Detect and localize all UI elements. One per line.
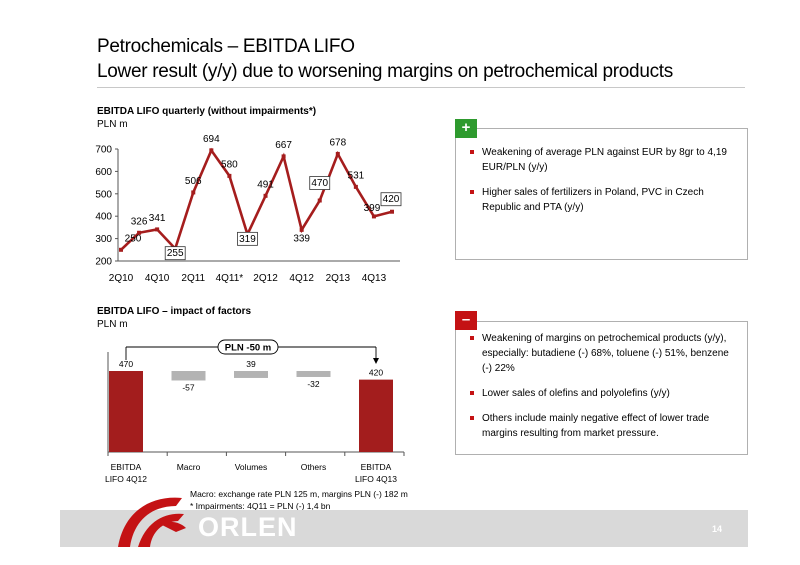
positive-factors-list: Weakening of average PLN against EUR by … [468, 145, 738, 225]
category-label: LIFO 4Q13 [355, 474, 397, 484]
data-point [155, 227, 160, 232]
annotation-label: PLN -50 m [225, 343, 271, 354]
data-point [227, 173, 232, 178]
list-item: Higher sales of fertilizers in Poland, P… [468, 185, 738, 215]
data-label: 470 [311, 178, 328, 189]
line-chart-title: EBITDA LIFO quarterly (without impairmen… [97, 106, 317, 117]
list-item: Weakening of average PLN against EUR by … [468, 145, 738, 175]
data-label: 250 [125, 233, 142, 244]
orlen-logo: ORLEN [198, 512, 298, 542]
total-bar [359, 379, 393, 452]
category-label: Volumes [235, 462, 268, 472]
total-bar [109, 371, 143, 452]
category-label: Others [301, 462, 327, 472]
data-label: 580 [221, 159, 238, 170]
list-item: Others include mainly negative effect of… [468, 411, 738, 441]
annotation-pill [217, 339, 279, 355]
bar-value-label: 420 [369, 368, 383, 378]
delta-bar [171, 371, 206, 381]
data-label: 341 [149, 213, 166, 224]
bar-chart-unit: PLN m [97, 319, 128, 330]
data-point [299, 227, 304, 232]
impairment-footnote: * Impairments: 4Q11 = PLN (-) 1,4 bn [190, 501, 331, 511]
minus-sign-badge: – [455, 311, 477, 330]
plus-sign-badge: + [455, 119, 477, 138]
x-tick-label: 2Q13 [326, 273, 351, 284]
data-label: 506 [185, 176, 202, 187]
data-label: 678 [329, 137, 346, 148]
data-label-box [237, 231, 258, 246]
data-point [281, 154, 286, 159]
y-tick-label: 600 [95, 167, 112, 178]
delta-bar [234, 371, 268, 378]
data-point [317, 198, 322, 203]
line-chart-unit: PLN m [97, 119, 128, 130]
title-divider [97, 87, 745, 88]
page-number: 14 [712, 524, 723, 534]
data-label: 326 [131, 216, 148, 227]
data-label: 491 [257, 179, 274, 190]
x-tick-label: 2Q10 [109, 273, 134, 284]
series-line [120, 147, 393, 252]
list-item: Lower sales of olefins and polyolefins (… [468, 386, 738, 401]
bar-chart-title: EBITDA LIFO – impact of factors [97, 306, 252, 317]
list-item: Weakening of margins on petrochemical pr… [468, 331, 738, 376]
x-tick-label: 2Q11 [181, 273, 205, 284]
category-label: LIFO 4Q12 [105, 474, 147, 484]
delta-bar [296, 371, 331, 377]
positive-factors-panel [455, 128, 748, 260]
data-point [191, 190, 196, 195]
category-label: Macro [177, 462, 201, 472]
data-label-box [164, 246, 186, 261]
category-label: EBITDA [361, 462, 392, 472]
x-tick-label: 4Q13 [362, 273, 387, 284]
data-point [209, 148, 214, 153]
x-tick-label: 4Q11* [216, 273, 244, 284]
data-label: 694 [203, 134, 220, 145]
negative-factors-list: Weakening of margins on petrochemical pr… [468, 331, 738, 451]
bar-value-label: 39 [246, 359, 256, 369]
bar-value-label: -32 [307, 379, 320, 389]
x-tick-label: 4Q12 [289, 273, 314, 284]
data-label: 339 [293, 233, 310, 244]
data-label: 531 [348, 170, 365, 181]
data-point [119, 247, 123, 252]
data-point [263, 193, 268, 198]
data-label-box [380, 192, 402, 207]
footer-band [60, 510, 748, 547]
data-label-box [309, 176, 331, 190]
category-label: EBITDA [111, 462, 142, 472]
data-point [335, 151, 340, 156]
data-point [137, 230, 142, 235]
x-tick-label: 2Q12 [253, 273, 278, 284]
x-tick-label: 4Q10 [145, 273, 170, 284]
y-tick-label: 300 [95, 234, 112, 245]
bar-value-label: 470 [119, 359, 133, 369]
y-tick-label: 500 [95, 189, 112, 200]
data-point [371, 214, 376, 219]
data-label: 255 [167, 248, 184, 259]
bar-value-label: -57 [182, 382, 195, 392]
data-label: 319 [239, 234, 256, 245]
y-tick-label: 400 [95, 212, 112, 223]
data-label: 399 [364, 203, 381, 214]
annotation-arrow-icon [373, 358, 379, 364]
macro-footnote: Macro: exchange rate PLN 125 m, margins … [190, 489, 408, 499]
slide-subtitle: Lower result (y/y) due to worsening marg… [97, 61, 673, 82]
data-point [390, 209, 394, 214]
y-tick-label: 200 [95, 257, 112, 268]
data-point [353, 184, 358, 189]
data-label: 667 [275, 140, 292, 151]
slide-title: Petrochemicals – EBITDA LIFO [97, 36, 355, 57]
negative-factors-panel [455, 321, 748, 455]
data-label: 420 [383, 194, 400, 205]
y-tick-label: 700 [95, 145, 112, 156]
